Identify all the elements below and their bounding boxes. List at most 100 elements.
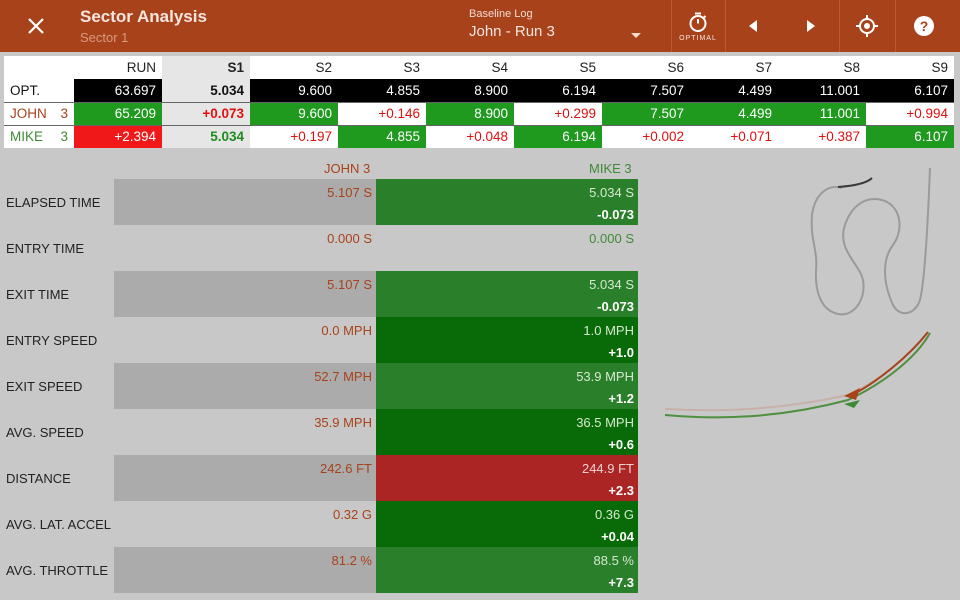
table-cell: 5.034 [162, 124, 250, 148]
table-cell: +0.146 [338, 101, 426, 125]
stat-value-mike: 1.0 MPH +1.0 [376, 317, 638, 363]
table-cell: 11.001 [778, 101, 866, 125]
stat-label: ENTRY TIME [6, 241, 85, 256]
stat-value-john: 52.7 MPH [114, 363, 376, 409]
chevron-down-icon [631, 33, 641, 38]
column-header[interactable]: RUN [74, 56, 162, 79]
svg-text:?: ? [920, 18, 929, 34]
table-cell: 6.107 [866, 79, 954, 102]
stat-delta: +0.04 [601, 529, 634, 544]
stat-label: DISTANCE [6, 471, 71, 486]
column-header[interactable]: S5 [514, 56, 602, 79]
stat-value-text: 244.9 FT [581, 461, 634, 476]
stat-value-mike: 0.000 S [376, 225, 638, 271]
stat-value-john: 81.2 % [114, 547, 376, 593]
stat-value-text: 5.034 S [589, 277, 634, 292]
table-cell: +0.002 [602, 124, 690, 148]
sector-highlight-overview [837, 177, 873, 188]
column-header[interactable]: S6 [602, 56, 690, 79]
table-cell: +2.394 [74, 124, 162, 148]
stat-value-text: 35.9 MPH [314, 415, 372, 430]
table-header-corner [4, 56, 74, 79]
stat-value-mike: 5.034 S -0.073 [376, 271, 638, 317]
stopwatch-icon [689, 12, 707, 32]
column-header[interactable]: S9 [866, 56, 954, 79]
stat-delta: +0.6 [608, 437, 634, 452]
comparison-header-mike: MIKE 3 [589, 161, 632, 176]
table-cell: 4.855 [338, 79, 426, 102]
optimal-button[interactable]: OPTIMAL [672, 0, 724, 52]
comparison-header-john: JOHN 3 [324, 161, 371, 176]
column-header[interactable]: S1 [162, 56, 250, 79]
stat-row-exit-time: EXIT TIME 5.107 S 5.034 S -0.073 [0, 271, 640, 317]
table-cell: +0.197 [250, 124, 338, 148]
baseline-log-label: Baseline Log [469, 8, 533, 20]
toolbar-divider [895, 0, 896, 52]
stat-value-text: 36.5 MPH [576, 415, 634, 430]
sector-times-table: RUN S1 S2 S3 S4 S5 S6 S7 S8 S9 OPT. 63.6… [4, 56, 954, 148]
stat-value-text: 0.000 S [589, 231, 634, 246]
close-icon [28, 18, 44, 34]
stat-value-text: 81.2 % [331, 553, 372, 568]
previous-sector-button[interactable] [726, 0, 780, 52]
table-cell: +0.387 [778, 124, 866, 148]
stat-delta: +1.2 [608, 391, 634, 406]
stat-label: AVG. LAT. ACCEL [6, 517, 112, 532]
stat-label: AVG. SPEED [6, 425, 84, 440]
close-button[interactable] [16, 6, 56, 46]
stat-label: EXIT SPEED [6, 379, 83, 394]
top-app-bar: Sector Analysis Sector 1 Baseline Log Jo… [0, 0, 960, 52]
stat-label: ELAPSED TIME [6, 195, 101, 210]
help-button[interactable]: ? [896, 0, 952, 52]
track-map[interactable] [650, 160, 960, 600]
stat-value-mike: 0.36 G +0.04 [376, 501, 638, 547]
column-header[interactable]: S8 [778, 56, 866, 79]
stat-value-mike: 36.5 MPH +0.6 [376, 409, 638, 455]
table-cell: 4.499 [690, 101, 778, 125]
baseline-log-dropdown[interactable]: Baseline Log John - Run 3 [469, 8, 649, 40]
table-cell: 8.900 [426, 79, 514, 102]
stat-delta: -0.073 [597, 207, 634, 222]
toolbar-divider [725, 0, 726, 52]
stat-row-entry-time: ENTRY TIME 0.000 S 0.000 S [0, 225, 640, 271]
table-row-john[interactable]: JOHN 3 65.209 +0.073 9.600 +0.146 8.900 +… [4, 101, 954, 125]
stat-value-john: 35.9 MPH [114, 409, 376, 455]
stat-value-john: 5.107 S [114, 271, 376, 317]
stat-row-elapsed-time: ELAPSED TIME 5.107 S 5.034 S -0.073 [0, 179, 640, 225]
stat-value-text: 53.9 MPH [576, 369, 634, 384]
column-header[interactable]: S4 [426, 56, 514, 79]
next-sector-button[interactable] [784, 0, 838, 52]
column-header[interactable]: S2 [250, 56, 338, 79]
row-label: JOHN 3 [4, 101, 74, 125]
stat-value-text: 0.32 G [332, 507, 372, 522]
baseline-log-value: John - Run 3 [469, 23, 555, 40]
chevron-right-icon [807, 20, 815, 32]
stat-value-john: 242.6 FT [114, 455, 376, 501]
row-label: OPT. [4, 79, 74, 102]
stat-delta: +7.3 [608, 575, 634, 590]
stat-value-john: 0.0 MPH [114, 317, 376, 363]
table-cell: +0.048 [426, 124, 514, 148]
row-driver-name: MIKE [10, 129, 44, 145]
stat-row-entry-speed: ENTRY SPEED 0.0 MPH 1.0 MPH +1.0 [0, 317, 640, 363]
stat-value-text: 0.36 G [594, 507, 634, 522]
stat-label: EXIT TIME [6, 287, 70, 302]
table-row-mike[interactable]: MIKE 3 +2.394 5.034 +0.197 4.855 +0.048 6… [4, 124, 954, 148]
stat-delta: -0.073 [597, 299, 634, 314]
row-driver-name: JOHN [10, 106, 47, 121]
stat-value-mike: 53.9 MPH +1.2 [376, 363, 638, 409]
table-cell: 6.107 [866, 124, 954, 148]
table-row-optimal: OPT. 63.697 5.034 9.600 4.855 8.900 6.19… [4, 79, 954, 102]
help-icon: ? [914, 16, 934, 36]
column-header[interactable]: S3 [338, 56, 426, 79]
table-cell: 4.855 [338, 124, 426, 148]
table-cell: 9.600 [250, 101, 338, 125]
column-header[interactable]: S7 [690, 56, 778, 79]
table-cell: 65.209 [74, 101, 162, 125]
toolbar-divider [671, 0, 672, 52]
mike-position-marker [844, 400, 860, 408]
crosshair-icon [856, 15, 878, 37]
stat-value-john: 5.107 S [114, 179, 376, 225]
locate-button[interactable] [840, 0, 894, 52]
stat-row-avg-throttle: AVG. THROTTLE 81.2 % 88.5 % +7.3 [0, 547, 640, 593]
